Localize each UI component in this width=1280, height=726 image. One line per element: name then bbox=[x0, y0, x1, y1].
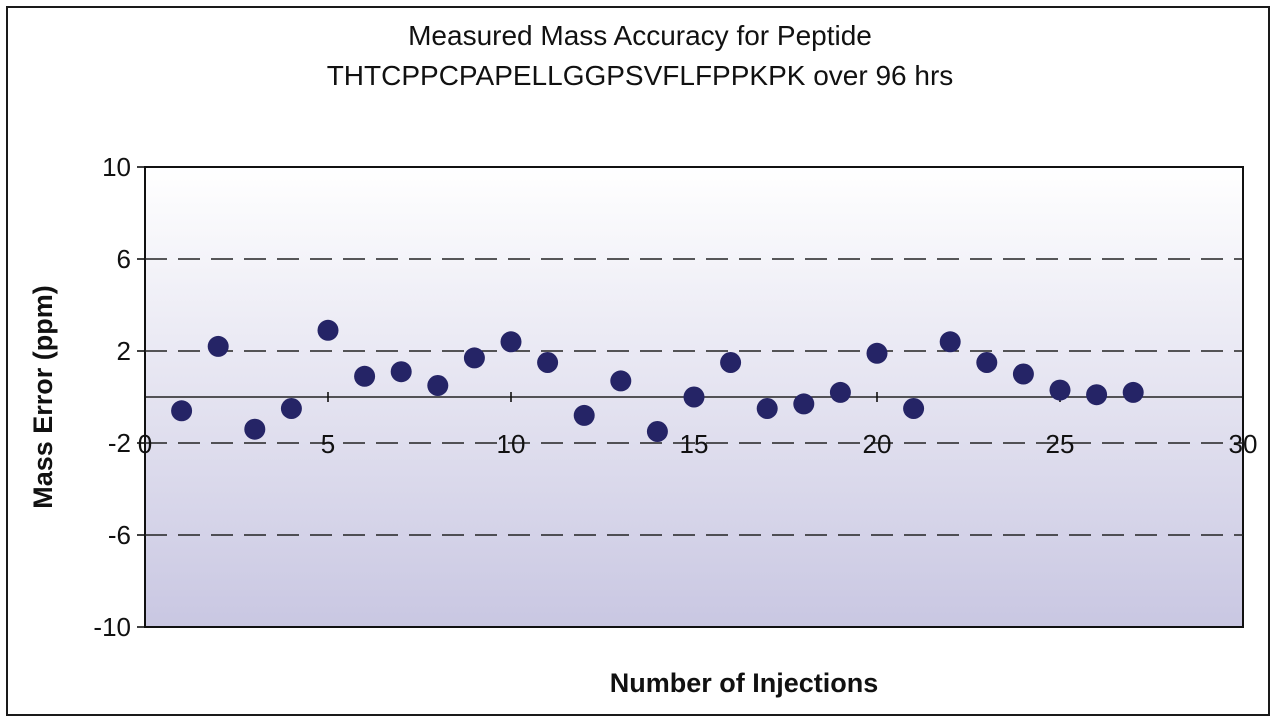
data-point bbox=[354, 365, 376, 387]
data-point bbox=[903, 398, 925, 419]
data-points bbox=[171, 319, 1144, 442]
chart-title-line-1: Measured Mass Accuracy for Peptide bbox=[408, 20, 872, 51]
y-axis-label: Mass Error (ppm) bbox=[28, 285, 58, 509]
data-point bbox=[573, 404, 595, 426]
data-point bbox=[317, 319, 339, 341]
x-tick-label: 10 bbox=[497, 429, 526, 459]
data-point bbox=[171, 400, 193, 422]
x-axis-label: Number of Injections bbox=[610, 668, 879, 698]
y-tick-label: -6 bbox=[108, 520, 131, 550]
data-point bbox=[280, 398, 302, 419]
data-point bbox=[463, 347, 485, 369]
data-point bbox=[244, 418, 266, 440]
y-tick-label: 2 bbox=[117, 336, 131, 366]
data-point bbox=[1049, 379, 1071, 401]
x-tick-label: 30 bbox=[1229, 429, 1258, 459]
data-point bbox=[1086, 384, 1108, 406]
data-point bbox=[720, 352, 742, 373]
data-point bbox=[756, 398, 778, 419]
data-point bbox=[683, 386, 705, 408]
data-point bbox=[939, 331, 961, 353]
y-tick-label: -10 bbox=[93, 612, 131, 642]
data-point bbox=[207, 335, 229, 357]
data-point bbox=[793, 393, 815, 415]
chart-title-line-2: THTCPPCPAPELLGGPSVFLFPPKPK over 96 hrs bbox=[326, 60, 954, 91]
x-tick-label: 5 bbox=[321, 429, 335, 459]
x-axis-ticks: 0 5 10 15 20 25 30 bbox=[138, 392, 1258, 459]
data-point bbox=[537, 352, 559, 373]
data-point bbox=[866, 342, 888, 364]
x-tick-label: 0 bbox=[138, 429, 152, 459]
y-axis-ticks: 10 6 2 -2 -6 -10 bbox=[93, 152, 145, 642]
data-point bbox=[610, 370, 632, 392]
y-tick-label: 10 bbox=[102, 152, 131, 182]
y-tick-label: 6 bbox=[117, 244, 131, 274]
data-point bbox=[976, 352, 998, 373]
x-tick-label: 20 bbox=[863, 429, 892, 459]
data-point bbox=[829, 381, 851, 403]
data-point bbox=[1122, 381, 1144, 403]
data-point bbox=[500, 331, 522, 353]
x-tick-label: 15 bbox=[680, 429, 709, 459]
data-point bbox=[1012, 363, 1034, 385]
data-point bbox=[390, 361, 412, 383]
x-tick-label: 25 bbox=[1046, 429, 1075, 459]
data-point bbox=[427, 375, 449, 396]
data-point bbox=[646, 421, 668, 442]
y-tick-label: -2 bbox=[108, 428, 131, 458]
